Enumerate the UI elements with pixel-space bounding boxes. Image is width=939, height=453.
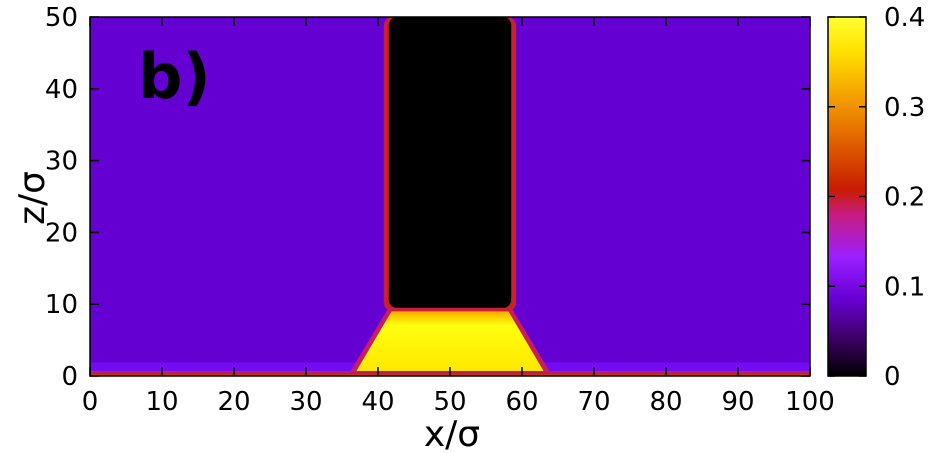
x-tick-label: 100 — [785, 387, 835, 417]
x-tick-label: 0 — [82, 387, 99, 417]
x-tick-label: 30 — [289, 387, 322, 417]
colorbar-tick-label: 0 — [884, 362, 901, 392]
axis-ticks — [89, 16, 811, 377]
x-tick-label: 90 — [721, 387, 754, 417]
x-tick-label: 20 — [217, 387, 250, 417]
y-tick-label: 50 — [45, 3, 78, 33]
solid-block — [388, 17, 512, 308]
colorbar-ticks — [828, 16, 866, 377]
x-tick-label: 10 — [145, 387, 178, 417]
y-tick-label: 30 — [45, 147, 78, 177]
dense-region — [356, 309, 544, 371]
x-tick-label: 80 — [649, 387, 682, 417]
x-tick-labels: 0 10 20 30 40 50 60 70 80 90 100 — [82, 387, 835, 417]
y-tick-label: 0 — [61, 362, 78, 392]
y-tick-label: 10 — [45, 290, 78, 320]
colorbar-tick-label: 0.4 — [884, 3, 925, 33]
x-tick-label: 70 — [577, 387, 610, 417]
colorbar-tick-label: 0.1 — [884, 272, 925, 302]
y-tick-label: 20 — [45, 218, 78, 248]
x-tick-label: 50 — [433, 387, 466, 417]
x-tick-label: 60 — [505, 387, 538, 417]
y-tick-labels: 0 10 20 30 40 50 — [45, 3, 78, 392]
x-axis-title: x/σ — [424, 414, 480, 453]
colorbar-tick-labels: 0 0.1 0.2 0.3 0.4 — [884, 3, 925, 392]
panel-label: b) — [138, 40, 211, 113]
y-tick-label: 40 — [45, 75, 78, 105]
colorbar-tick-label: 0.2 — [884, 183, 925, 213]
x-tick-label: 40 — [361, 387, 394, 417]
colorbar-tick-label: 0.3 — [884, 93, 925, 123]
y-axis-title: z/σ — [12, 171, 53, 225]
